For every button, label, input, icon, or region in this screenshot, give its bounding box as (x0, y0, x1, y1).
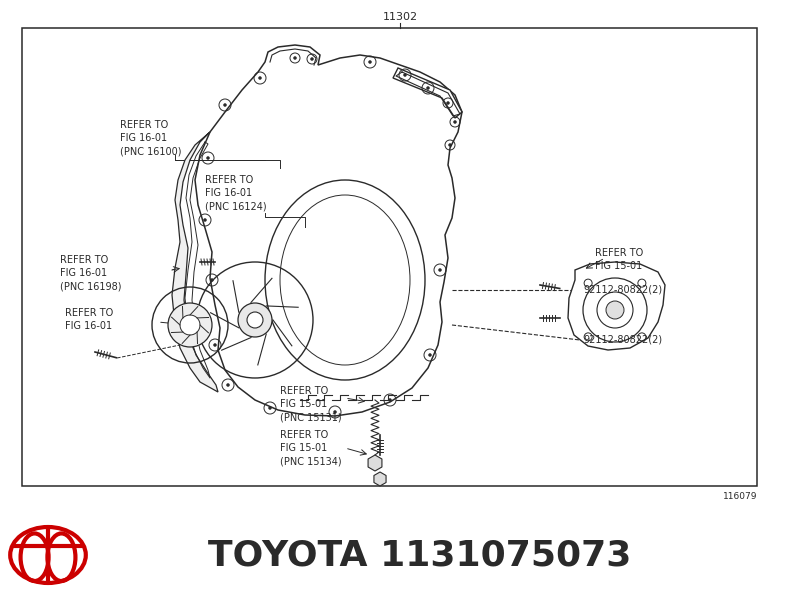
Text: REFER TO
FIG 15-01
(PNC 15134): REFER TO FIG 15-01 (PNC 15134) (280, 430, 342, 466)
Circle shape (226, 383, 230, 386)
Text: REFER TO
FIG 16-01
(PNC 16100): REFER TO FIG 16-01 (PNC 16100) (120, 120, 182, 157)
Text: REFER TO
FIG 15-01
(PNC 15131): REFER TO FIG 15-01 (PNC 15131) (280, 386, 342, 422)
Text: 116079: 116079 (722, 492, 757, 501)
Polygon shape (368, 455, 382, 471)
Circle shape (258, 76, 262, 79)
Text: 92112-80822(2): 92112-80822(2) (583, 335, 662, 345)
Text: 11302: 11302 (382, 12, 418, 22)
Circle shape (203, 218, 206, 221)
Text: REFER TO
FIG 16-01: REFER TO FIG 16-01 (65, 308, 114, 331)
Circle shape (446, 101, 450, 104)
Text: TOYOTA 1131075073: TOYOTA 1131075073 (208, 538, 632, 572)
Circle shape (403, 73, 406, 76)
Circle shape (426, 86, 430, 89)
Polygon shape (172, 132, 218, 392)
Circle shape (269, 407, 271, 409)
Circle shape (294, 56, 297, 59)
Circle shape (206, 157, 210, 160)
Circle shape (449, 143, 451, 146)
Circle shape (180, 315, 200, 335)
Text: REFER TO
FIG 16-01
(PNC 16198): REFER TO FIG 16-01 (PNC 16198) (60, 255, 122, 292)
Circle shape (606, 301, 624, 319)
Circle shape (334, 410, 337, 413)
Polygon shape (393, 68, 462, 118)
Circle shape (389, 398, 391, 401)
Polygon shape (374, 472, 386, 486)
Circle shape (168, 303, 212, 347)
Text: REFER TO
FIG 15-01: REFER TO FIG 15-01 (595, 248, 643, 271)
Circle shape (247, 312, 263, 328)
Polygon shape (195, 45, 462, 416)
Circle shape (238, 303, 272, 337)
Circle shape (438, 269, 442, 271)
Polygon shape (568, 262, 665, 350)
Circle shape (214, 343, 217, 346)
Circle shape (454, 121, 457, 124)
Text: 92112-80822(2): 92112-80822(2) (583, 285, 662, 295)
Bar (22, 28, 757, 486)
Circle shape (210, 278, 214, 281)
Circle shape (310, 58, 314, 61)
Circle shape (223, 103, 226, 107)
Circle shape (429, 353, 431, 356)
Text: REFER TO
FIG 16-01
(PNC 16124): REFER TO FIG 16-01 (PNC 16124) (205, 175, 266, 211)
Circle shape (369, 61, 371, 64)
